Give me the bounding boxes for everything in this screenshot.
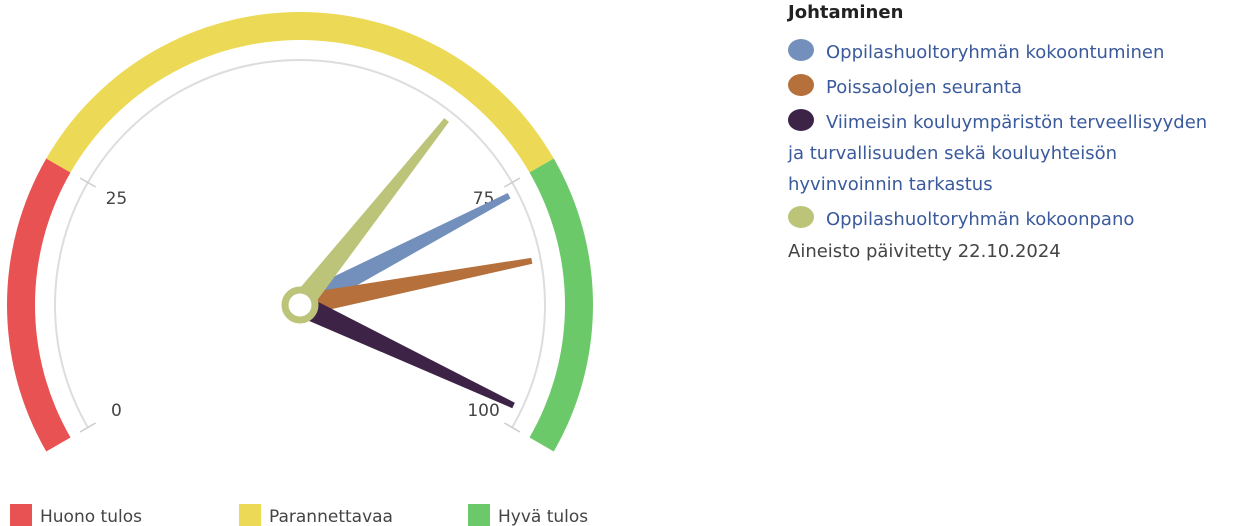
tick-label: 25 <box>106 189 128 209</box>
legend-label: Parannettavaa <box>269 507 393 526</box>
needle <box>295 295 515 409</box>
legend-dot <box>788 206 814 228</box>
gauge-band <box>529 158 593 452</box>
legend-item: Oppilashuoltoryhmän kokoontuminen <box>788 37 1218 68</box>
note: Aineisto päivitetty 22.10.2024 <box>788 241 1061 262</box>
tick-label: 100 <box>467 401 499 421</box>
tick-label: 0 <box>111 401 122 421</box>
legend-panel: Johtaminen Oppilashuoltoryhmän kokoontum… <box>788 0 1218 262</box>
needle <box>291 118 449 312</box>
needle-pivot <box>281 286 319 324</box>
legend-item: Poissaolojen seuranta <box>788 72 1218 103</box>
legend-swatch <box>468 504 490 526</box>
legend-label: Poissaolojen seuranta <box>826 77 1023 98</box>
legend-dot <box>788 109 814 131</box>
needle <box>294 193 511 315</box>
tick-mark <box>79 177 96 188</box>
needle <box>297 257 533 316</box>
tick-mark <box>504 422 521 433</box>
legend-label: Viimeisin kouluympäristön terveellisyyde… <box>788 112 1208 195</box>
gauge-band <box>6 158 71 452</box>
legend-item: Oppilashuoltoryhmän kokoonpano <box>788 204 1218 235</box>
legend-label: Huono tulos <box>40 507 142 526</box>
tick-mark <box>504 177 521 188</box>
tick-mark <box>79 422 96 433</box>
legend-dot <box>788 74 814 96</box>
gauge-axis <box>54 59 546 428</box>
series-legend: Oppilashuoltoryhmän kokoontuminen Poissao… <box>788 37 1218 235</box>
legend-swatch <box>10 504 32 526</box>
legend-dot <box>788 39 814 61</box>
legend-label: Hyvä tulos <box>498 507 588 526</box>
gauge-band <box>46 12 554 173</box>
legend-item: Viimeisin kouluympäristön terveellisyyde… <box>788 107 1218 200</box>
legend-label: Oppilashuoltoryhmän kokoontuminen <box>826 42 1165 63</box>
legend-swatch <box>239 504 261 526</box>
legend-label: Oppilashuoltoryhmän kokoonpano <box>826 209 1135 230</box>
chart-title: Johtaminen <box>788 2 904 23</box>
